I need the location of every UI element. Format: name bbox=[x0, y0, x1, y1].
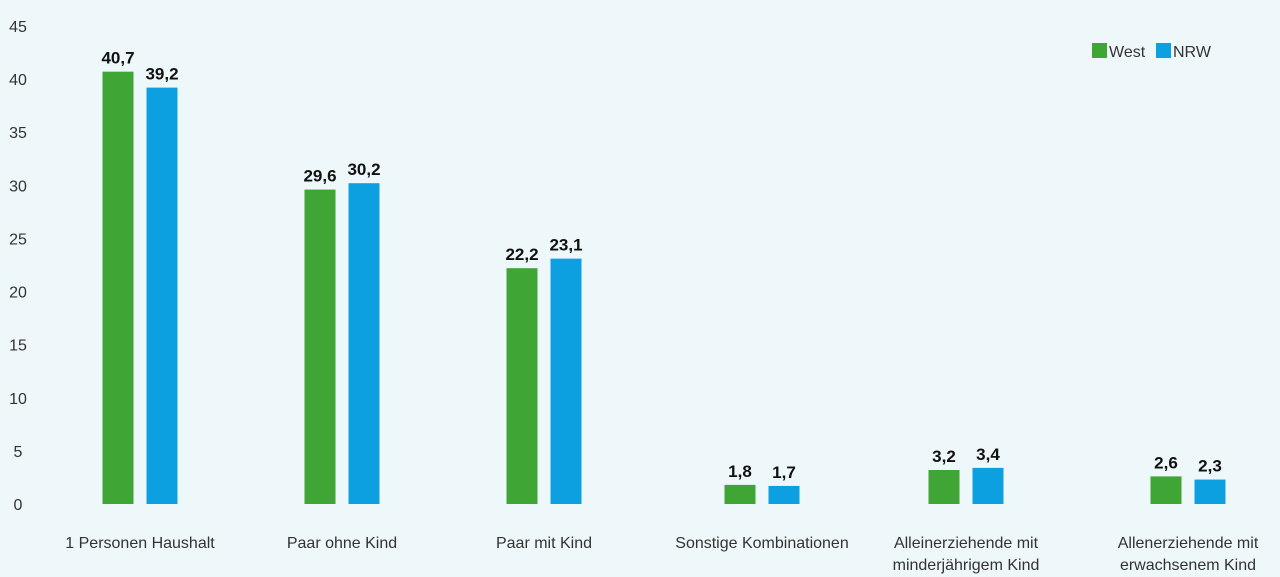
legend-label-nrw: NRW bbox=[1173, 44, 1212, 61]
data-label-nrw: 2,3 bbox=[1198, 457, 1222, 476]
data-label-west: 29,6 bbox=[303, 167, 336, 186]
data-label-nrw: 39,2 bbox=[145, 65, 178, 84]
y-tick-label: 0 bbox=[14, 497, 23, 514]
bar-nrw bbox=[348, 183, 380, 504]
bar-nrw bbox=[146, 87, 178, 504]
legend-item-west: West bbox=[1092, 43, 1146, 61]
data-label-west: 2,6 bbox=[1154, 453, 1178, 472]
legend-item-nrw: NRW bbox=[1156, 43, 1212, 61]
bar-nrw bbox=[550, 258, 582, 504]
bar-nrw bbox=[972, 467, 1004, 504]
category-label: Paar ohne Kind bbox=[287, 535, 397, 552]
x-axis: 1 Personen Haushalt Paar ohne Kind Paar mi… bbox=[65, 535, 1259, 574]
data-label-west: 3,2 bbox=[932, 447, 956, 466]
y-tick-label: 35 bbox=[9, 125, 27, 142]
data-label-west: 1,8 bbox=[728, 462, 752, 481]
y-tick-label: 30 bbox=[9, 178, 27, 195]
y-tick-label: 20 bbox=[9, 285, 27, 302]
y-tick-label: 10 bbox=[9, 391, 27, 408]
bar-west bbox=[506, 268, 538, 504]
y-tick-label: 40 bbox=[9, 72, 27, 89]
data-label-nrw: 3,4 bbox=[976, 445, 1000, 464]
bar-nrw bbox=[768, 485, 800, 504]
legend: West NRW bbox=[1092, 43, 1212, 61]
bar-west bbox=[724, 484, 756, 504]
data-label-west: 22,2 bbox=[505, 245, 538, 264]
y-tick-label: 5 bbox=[14, 444, 23, 461]
data-label-west: 40,7 bbox=[101, 49, 134, 68]
y-axis: 0 5 10 15 20 25 30 35 40 45 bbox=[9, 19, 27, 514]
category-label: Allenerziehende mit erwachsenem Kind bbox=[1118, 535, 1259, 574]
y-tick-label: 15 bbox=[9, 338, 27, 355]
legend-swatch-nrw bbox=[1156, 43, 1171, 58]
data-label-nrw: 23,1 bbox=[549, 236, 582, 255]
category-label: Alleinerziehende mit minderjährigem Kind bbox=[893, 535, 1040, 574]
legend-label-west: West bbox=[1109, 44, 1146, 61]
category-label: 1 Personen Haushalt bbox=[65, 535, 215, 552]
bar-west bbox=[928, 470, 960, 504]
bars bbox=[102, 71, 1226, 505]
legend-swatch-west bbox=[1092, 43, 1107, 58]
category-label: Sonstige Kombinationen bbox=[675, 535, 848, 552]
bar-west bbox=[304, 189, 336, 505]
data-label-nrw: 30,2 bbox=[347, 160, 380, 179]
data-label-nrw: 1,7 bbox=[772, 463, 796, 482]
bar-nrw bbox=[1194, 479, 1226, 504]
y-tick-label: 45 bbox=[9, 19, 27, 36]
bar-west bbox=[1150, 476, 1182, 504]
category-label: Paar mit Kind bbox=[496, 535, 592, 552]
data-labels: 40,7 29,6 22,2 1,8 3,2 2,6 39,2 30,2 23,1 1,7 3,4 2… bbox=[101, 49, 1221, 482]
y-tick-label: 25 bbox=[9, 231, 27, 248]
bar-west bbox=[102, 71, 134, 505]
